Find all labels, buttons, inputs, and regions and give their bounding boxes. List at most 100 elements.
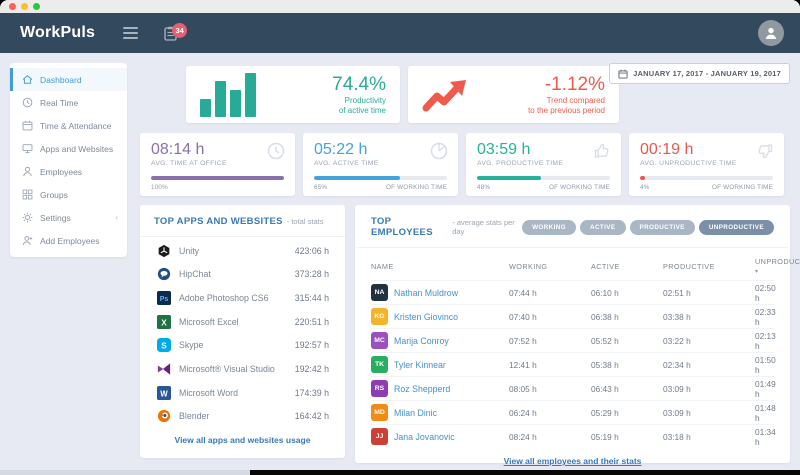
bar-chart-icon <box>200 72 256 117</box>
date-range-label: JANUARY 17, 2017 - JANUARY 19, 2017 <box>633 69 781 78</box>
productivity-card: 74.4% Productivity of active time <box>186 66 400 123</box>
unity-icon <box>156 243 171 258</box>
column-unproductive[interactable]: UNPRODUCTIVE ▾ <box>755 257 800 275</box>
minimize-window-button[interactable] <box>21 3 28 10</box>
employee-row[interactable]: NA Nathan Muldrow 07:44 h 06:10 h 02:51 h… <box>371 280 776 304</box>
user-avatar[interactable] <box>758 20 784 46</box>
window-titlebar <box>0 0 800 13</box>
view-all-apps-link[interactable]: View all apps and websites usage <box>174 435 311 445</box>
top-apps-subtitle: - total stats <box>286 217 324 226</box>
excel-icon: X <box>156 314 171 329</box>
user-icon <box>765 27 777 39</box>
view-all-employees-link[interactable]: View all employees and their stats <box>503 456 642 466</box>
photoshop-icon: Ps <box>156 291 171 306</box>
filter-unproductive-button[interactable]: UNPRODUCTIVE <box>698 219 774 235</box>
hipchat-icon <box>156 267 171 282</box>
employee-name[interactable]: Roz Shepperd <box>394 383 451 394</box>
hamburger-menu-icon[interactable] <box>123 27 139 39</box>
person-add-icon <box>22 236 33 246</box>
stat-card-productive-time: 03:59 h AVG. PRODUCTIVE TIME 48% OF WORK… <box>466 133 621 196</box>
trend-label-2: to the previous period <box>528 106 605 116</box>
avatar: TK <box>371 356 388 373</box>
sidebar-item-employees[interactable]: Employees <box>10 160 127 183</box>
date-range-button[interactable]: JANUARY 17, 2017 - JANUARY 19, 2017 <box>609 63 790 84</box>
progress-fill <box>640 176 646 180</box>
sidebar-item-time-attendance[interactable]: Time & Attendance <box>10 114 127 137</box>
column-working[interactable]: WORKING <box>509 261 548 271</box>
app-row-hipchat[interactable]: HipChat 373:28 h <box>156 267 329 282</box>
filter-productive-button[interactable]: PRODUCTIVE <box>629 219 695 235</box>
sidebar-item-groups[interactable]: Groups <box>10 183 127 206</box>
employee-row[interactable]: JJ Jana Jovanovic 08:24 h 05:19 h 03:18 h… <box>371 424 776 448</box>
active-time-value: 05:22 h <box>314 141 368 158</box>
avatar: JJ <box>371 428 388 445</box>
stat-card-time-at-office: 08:14 h AVG. TIME AT OFFICE 100% <box>140 133 295 196</box>
thumbs-down-icon <box>758 144 773 159</box>
progress-track <box>640 176 773 180</box>
productive-time-label: AVG. PRODUCTIVE TIME <box>477 160 564 167</box>
employee-row[interactable]: MC Marija Conroy 07:52 h 05:52 h 03:22 h … <box>371 328 776 352</box>
unproductive-time-label: AVG. UNPRODUCTIVE TIME <box>640 160 737 167</box>
app-row-blender[interactable]: Blender 164:42 h <box>156 409 329 424</box>
time-at-office-label: AVG. TIME AT OFFICE <box>151 160 227 167</box>
close-window-button[interactable] <box>9 3 16 10</box>
stat-card-unproductive-time: 00:19 h AVG. UNPRODUCTIVE TIME 4% OF WOR… <box>629 133 784 196</box>
employee-name[interactable]: Milan Dinic <box>394 407 438 418</box>
employee-name[interactable]: Tyler Kinnear <box>394 359 446 370</box>
app-row-visual-studio[interactable]: Microsoft® Visual Studio 192:42 h <box>156 361 329 376</box>
employee-name[interactable]: Nathan Muldrow <box>394 287 459 298</box>
active-time-percent: 65% <box>314 184 328 191</box>
app-row-word[interactable]: W Microsoft Word 174:39 h <box>156 385 329 400</box>
blender-icon <box>156 409 171 424</box>
progress-fill <box>314 176 401 180</box>
employee-row[interactable]: KG Kristen Giovinco 07:40 h 06:38 h 03:38… <box>371 304 776 328</box>
sidebar-item-settings[interactable]: Settings ‹ <box>10 206 127 229</box>
unproductive-time-percent: 4% <box>640 184 650 191</box>
app-row-unity[interactable]: Unity 423:06 h <box>156 243 329 258</box>
progress-fill <box>151 176 284 180</box>
employee-row[interactable]: RS Roz Shepperd 08:05 h 06:43 h 03:09 h 0… <box>371 376 776 400</box>
grid-icon <box>22 189 33 200</box>
employee-name[interactable]: Jana Jovanovic <box>394 431 455 442</box>
employee-row[interactable]: TK Tyler Kinnear 12:41 h 05:38 h 02:34 h … <box>371 352 776 376</box>
filter-working-button[interactable]: WORKING <box>522 219 577 235</box>
zoom-window-button[interactable] <box>33 3 40 10</box>
employee-name[interactable]: Kristen Giovinco <box>394 311 459 322</box>
summary-cards: 74.4% Productivity of active time -1.12%… <box>186 66 619 123</box>
sidebar-item-real-time[interactable]: Real Time <box>10 91 127 114</box>
sidebar-item-dashboard[interactable]: Dashboard <box>10 68 127 91</box>
column-productive[interactable]: PRODUCTIVE <box>663 261 715 271</box>
notifications-button[interactable]: 34 <box>164 22 188 41</box>
column-name[interactable]: NAME <box>371 261 394 271</box>
person-icon <box>23 166 32 177</box>
app-row-photoshop[interactable]: Ps Adobe Photoshop CS6 315:44 h <box>156 291 329 306</box>
unproductive-time-value: 00:19 h <box>640 141 694 158</box>
trend-value: -1.12% <box>544 73 605 95</box>
top-employees-panel: TOP EMPLOYEES - average stats per day WO… <box>355 205 800 466</box>
trend-label-1: Trend compared <box>546 96 605 106</box>
employee-row[interactable]: MD Milan Dinic 06:24 h 05:29 h 03:09 h 01… <box>371 400 776 424</box>
unproductive-time-suffix: OF WORKING TIME <box>712 184 773 191</box>
column-active[interactable]: ACTIVE <box>591 261 620 271</box>
employee-filters: WORKING ACTIVE PRODUCTIVE UNPRODUCTIVE <box>522 219 774 235</box>
svg-text:W: W <box>160 389 168 398</box>
progress-fill <box>477 176 541 180</box>
avatar: RS <box>371 380 388 397</box>
employee-name[interactable]: Marija Conroy <box>394 335 449 346</box>
app-row-skype[interactable]: S Skype 192:57 h <box>156 338 329 353</box>
avatar: NA <box>371 284 388 301</box>
pie-chart-icon <box>430 142 448 160</box>
app-row-excel[interactable]: X Microsoft Excel 220:51 h <box>156 314 329 329</box>
clock-icon <box>22 97 33 108</box>
active-time-label: AVG. ACTIVE TIME <box>314 160 379 167</box>
clock-icon <box>267 142 285 160</box>
apps-list: Unity 423:06 h HipChat 373:28 h Ps Adobe… <box>154 237 331 428</box>
stat-card-active-time: 05:22 h AVG. ACTIVE TIME 65% OF WORKING … <box>303 133 458 196</box>
sidebar-item-add-employees[interactable]: Add Employees <box>10 229 127 252</box>
trend-card: -1.12% Trend compared to the previous pe… <box>408 66 619 123</box>
progress-track <box>477 176 610 180</box>
sidebar-item-apps-websites[interactable]: Apps and Websites <box>10 137 127 160</box>
filter-active-button[interactable]: ACTIVE <box>580 219 626 235</box>
calendar-icon <box>618 69 628 78</box>
